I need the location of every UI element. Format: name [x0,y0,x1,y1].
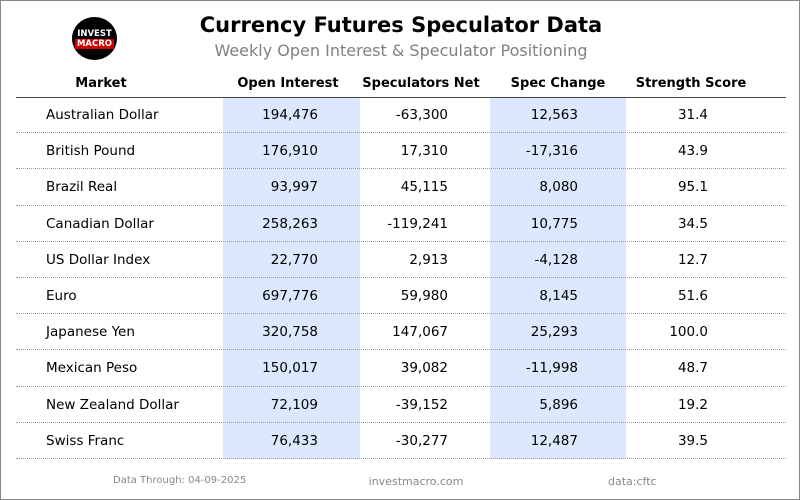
column-header: Speculators Net [362,76,480,91]
table-cell: -63,300 [395,107,448,123]
footer-date: Data Through: 04-09-2025 [113,475,247,486]
investmacro-logo: INVEST MACRO [72,17,117,60]
table-cell: 258,263 [262,215,318,232]
table-cell: 59,980 [400,288,448,304]
table-cell: 194,476 [262,107,318,123]
column-header: Market [75,76,127,91]
table-cell: 72,109 [270,396,318,413]
table-cell: 320,758 [262,324,318,341]
table-cell: 12,563 [530,107,578,123]
table-cell: -119,241 [387,215,448,232]
column-header: Strength Score [635,76,747,91]
table-cell: 12,487 [530,432,578,449]
table-row: US Dollar Index 22,770 2,913 -4,128 12.7 [16,242,786,278]
table-cell: 5,896 [539,396,578,413]
table-cell: 34.5 [677,215,708,232]
column-header: Open Interest [237,76,339,91]
table-cell: -30,277 [395,432,448,449]
table-row: Euro 697,776 59,980 8,145 51.6 [16,278,786,315]
table-cell: 93,997 [270,179,318,196]
table-cell: 147,067 [392,324,448,341]
table-cell: 12.7 [677,251,708,268]
table-cell: Euro [46,288,77,304]
table-row: Australian Dollar 194,476 -63,300 12,563 31.… [16,97,786,134]
table-cell: 48.7 [677,360,708,377]
table-cell: 43.9 [677,143,708,160]
table-row: Brazil Real 93,997 45,115 8,080 95.1 [16,169,786,206]
table-cell: 51.6 [677,288,708,304]
table-cell: 8,145 [539,288,578,304]
table-cell: Mexican Peso [46,360,138,377]
table-cell: 95.1 [677,179,708,196]
page-subtitle: Weekly Open Interest & Speculator Positi… [214,41,588,60]
table-cell: 8,080 [539,179,578,196]
table-cell: 150,017 [262,360,318,377]
open-interest-highlight [223,97,360,459]
table-row: Japanese Yen 320,758 147,067 25,293 100.0 [16,314,786,351]
table-cell: Swiss Franc [46,432,125,449]
column-header: Spec Change [510,76,606,91]
table-cell: 76,433 [270,432,318,449]
table-cell: US Dollar Index [46,251,151,268]
table-cell: -4,128 [534,251,578,268]
table-cell: Canadian Dollar [46,215,154,232]
table-row: New Zealand Dollar 72,109 -39,152 5,896 19.2 [16,387,786,423]
table-cell: British Pound [46,143,136,160]
logo-text-bottom: MACRO [74,38,115,49]
page-title: Currency Futures Speculator Data [199,13,603,37]
table-row: Canadian Dollar 258,263 -119,241 10,775 34.5 [16,206,786,242]
logo-text-top: INVEST [77,28,112,39]
table-cell: Japanese Yen [46,324,135,341]
table-cell: 697,776 [262,288,318,304]
table-cell: 176,910 [262,143,318,160]
table-row: British Pound 176,910 17,310 -17,316 43.9 [16,133,786,170]
table-cell: -39,152 [395,396,448,413]
table-cell: Brazil Real [46,179,118,196]
table-cell: 17,310 [400,143,448,160]
table-cell: Australian Dollar [46,107,159,123]
table-cell: 25,293 [530,324,578,341]
table-cell: 100.0 [669,324,708,341]
table-cell: 10,775 [530,215,578,232]
table-cell: 39,082 [400,360,448,377]
table-cell: -11,998 [525,360,578,377]
footer-source: data:cftc [608,475,657,488]
table-cell: -17,316 [525,143,578,160]
table-cell: 22,770 [270,251,318,268]
header-divider [16,97,786,98]
table-cell: 2,913 [409,251,448,268]
table-cell: 45,115 [400,179,448,196]
table-cell: New Zealand Dollar [46,396,179,413]
table-cell: 31.4 [677,107,708,123]
spec-change-highlight [490,97,626,459]
table-cell: 19.2 [677,396,708,413]
footer-site[interactable]: investmacro.com [368,475,464,488]
table-cell: 39.5 [677,432,708,449]
table-row: Mexican Peso 150,017 39,082 -11,998 48.7 [16,350,786,387]
table-row: Swiss Franc 76,433 -30,277 12,487 39.5 [16,423,786,459]
